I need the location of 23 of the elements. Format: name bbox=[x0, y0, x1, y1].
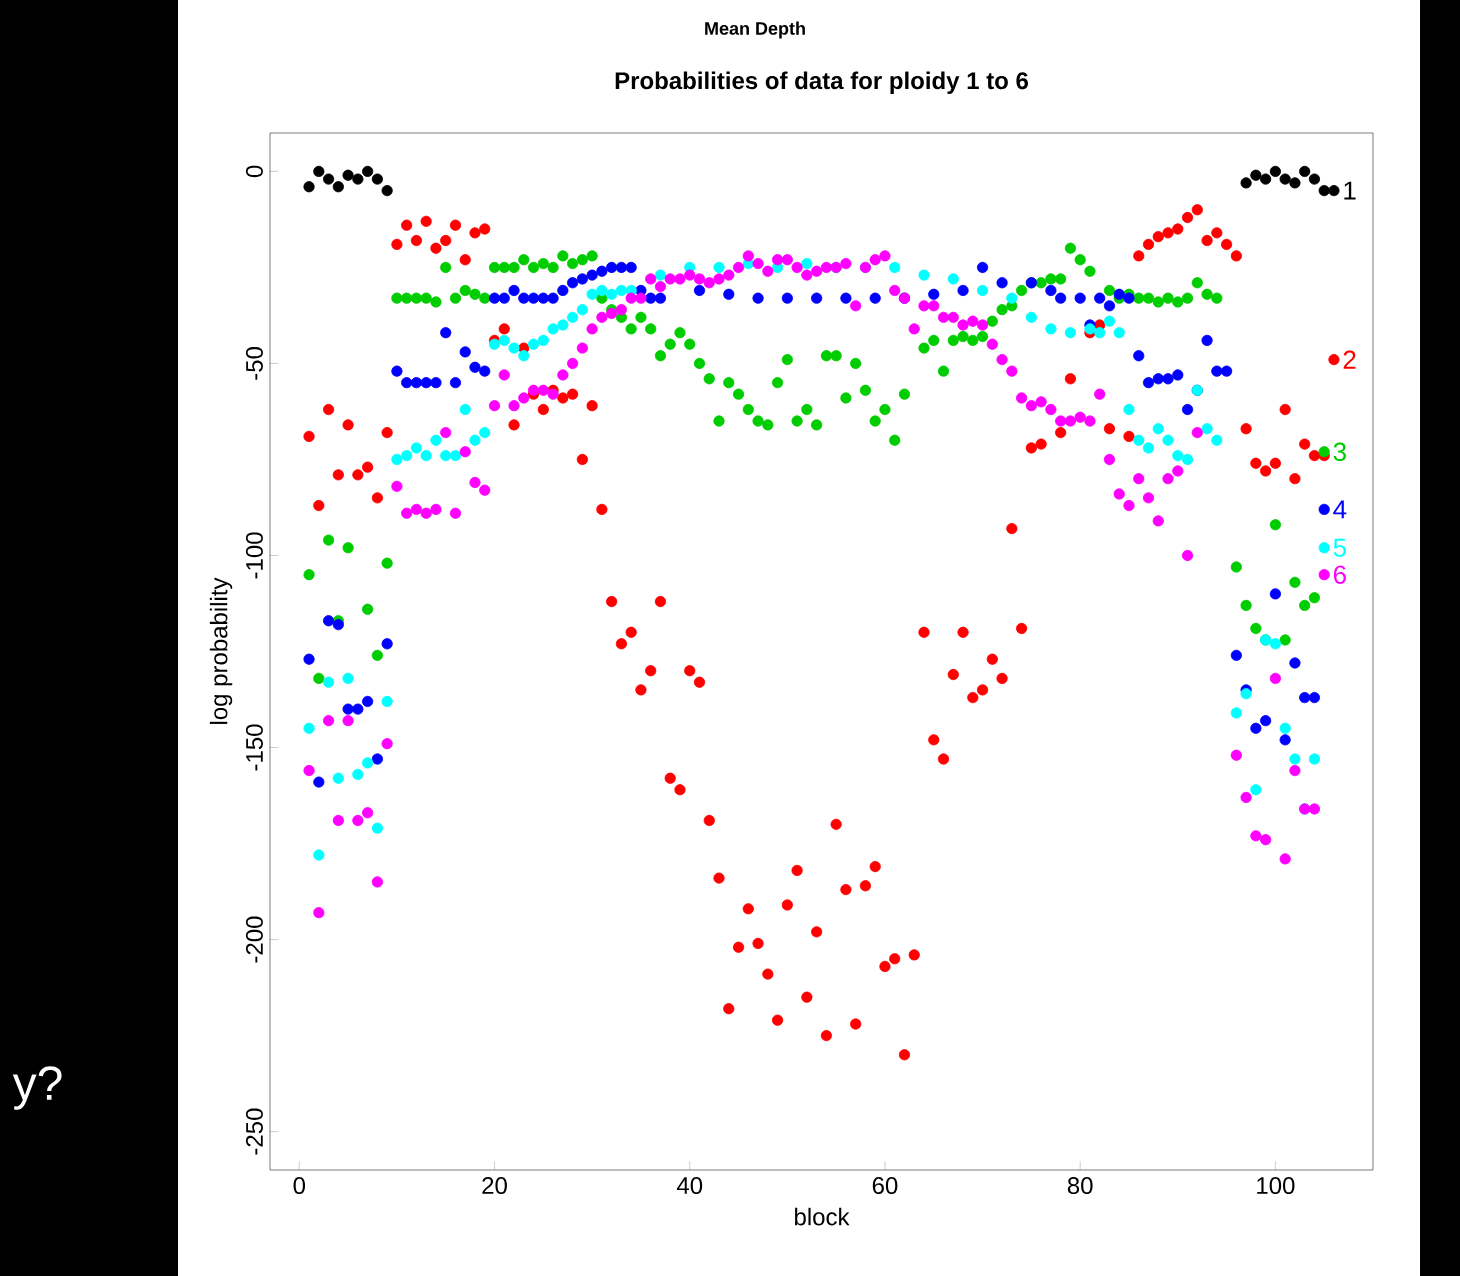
x-axis-title: block bbox=[795, 1207, 850, 1226]
x-tick-label: 100 bbox=[1257, 1177, 1295, 1195]
x-tick-label: 20 bbox=[482, 1177, 507, 1195]
text: Mean Depth bbox=[705, 21, 805, 39]
y-tick-label: -50 bbox=[245, 347, 263, 380]
y-tick-label: -250 bbox=[245, 1108, 263, 1155]
series-label: 2 bbox=[1343, 350, 1356, 369]
y-tick-label: 0 bbox=[245, 165, 263, 178]
series-label: 4 bbox=[1333, 500, 1347, 519]
series-label: 5 bbox=[1333, 538, 1346, 557]
x-tick-label: 40 bbox=[676, 1177, 703, 1195]
y-axis-title: log probability bbox=[209, 577, 233, 724]
x-tick-label: 60 bbox=[872, 1177, 898, 1195]
y-tick-label: -150 bbox=[245, 724, 263, 771]
y-tick-label: -200 bbox=[245, 916, 263, 963]
chart-title: Probabilities of data for ploidy 1 to 6 bbox=[615, 71, 1029, 94]
x-tick-label: 80 bbox=[1067, 1177, 1093, 1195]
text: y? bbox=[12, 1066, 62, 1110]
series-label: 1 bbox=[1344, 181, 1356, 200]
series-label: 6 bbox=[1333, 565, 1346, 584]
y-tick-label: -100 bbox=[245, 532, 263, 579]
series-label: 3 bbox=[1333, 442, 1346, 461]
x-tick-label: 0 bbox=[293, 1177, 306, 1195]
